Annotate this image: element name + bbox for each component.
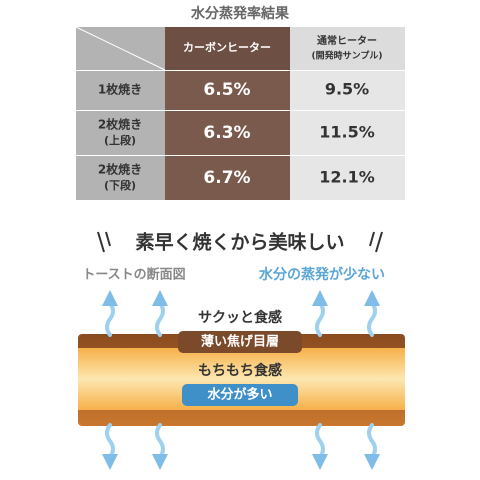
value: 6.7% [203, 168, 250, 188]
value-cell [290, 111, 405, 155]
value-cell [165, 71, 290, 110]
row-label: (下段) [104, 178, 136, 192]
row-label: 2枚焼き [98, 162, 142, 177]
header-cell [165, 27, 290, 70]
crust-badge: 薄い焦げ目層 [201, 334, 279, 350]
header: 通常ヒーター [317, 34, 377, 47]
inner-badge: 水分が多い [206, 387, 272, 403]
row-label: 1枚焼き [98, 82, 142, 97]
row-label-cell [76, 111, 165, 155]
diagram: 素早く焼くから美味しい トーストの断面図 水分の蒸発が少ない サクッと食感 薄い… [78, 231, 405, 470]
header: (開発時サンプル) [312, 50, 383, 62]
value: 6.3% [203, 123, 250, 143]
vapor-arrows [102, 290, 380, 470]
table: カーボンヒーター 通常ヒーター (開発時サンプル) 1枚焼き 6.5% 9.5%… [75, 26, 405, 200]
header-cell [290, 27, 405, 70]
row-label-cell [76, 156, 165, 200]
value-cell [165, 156, 290, 200]
value: 12.1% [319, 168, 375, 187]
inner-text: もちもち食感 [198, 362, 282, 379]
row-label: 2枚焼き [98, 117, 142, 132]
crust-badge-bg [178, 331, 302, 353]
value: 11.5% [319, 123, 375, 142]
inner-badge-bg [182, 384, 298, 406]
value-cell [165, 111, 290, 155]
diagonal [75, 26, 166, 71]
header: カーボンヒーター [183, 40, 271, 54]
value-cell [290, 71, 405, 110]
value-cell [290, 156, 405, 200]
accent [97, 231, 383, 253]
value: 6.5% [203, 80, 250, 100]
crust-text: サクッと食感 [198, 309, 282, 326]
value: 9.5% [325, 80, 369, 99]
row-label-cell [76, 71, 165, 110]
right-label: 水分の蒸発が少ない [258, 266, 385, 283]
title: 水分蒸発率結果 [190, 5, 290, 22]
headline: 素早く焼くから美味しい [135, 231, 344, 254]
row-label: (上段) [104, 133, 136, 147]
left-label: トーストの断面図 [82, 267, 185, 283]
